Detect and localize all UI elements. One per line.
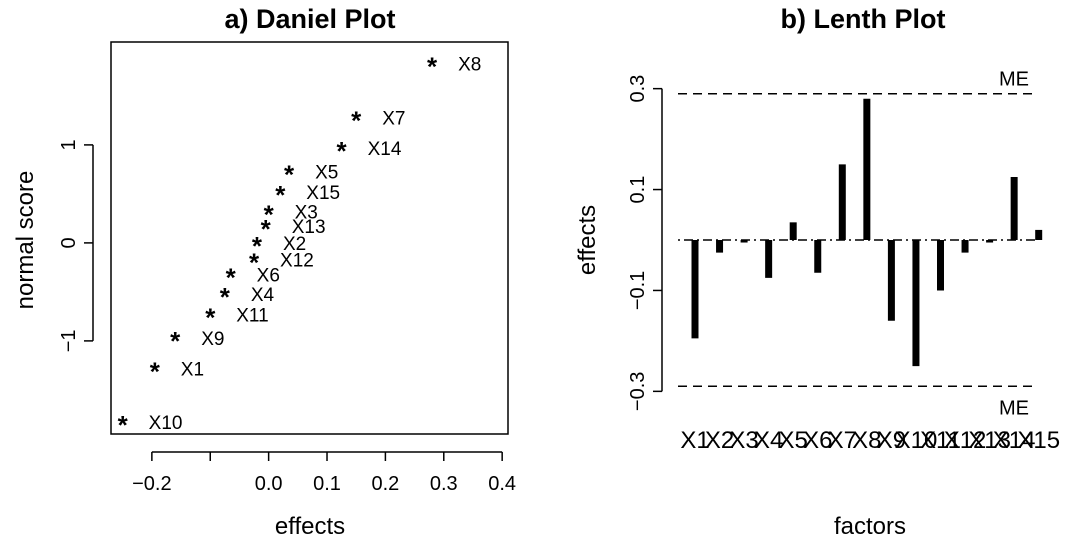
daniel-point-label: X9 — [201, 329, 224, 350]
lenth-y-tick-label: −0.1 — [627, 271, 649, 310]
daniel-point-marker: * — [170, 326, 181, 356]
daniel-y-tick-label: 0 — [58, 237, 80, 248]
lenth-factor-label: X13 — [968, 427, 1011, 454]
daniel-point-marker: * — [261, 214, 272, 244]
daniel-point-label: X6 — [257, 265, 280, 286]
daniel-point-marker: * — [427, 52, 438, 82]
lenth-factor-label: X11 — [920, 427, 961, 454]
daniel-plot-title: a) Daniel Plot — [224, 4, 395, 34]
daniel-point-marker: * — [226, 262, 237, 292]
daniel-point-marker: * — [205, 302, 216, 332]
daniel-point-label: X2 — [283, 234, 306, 255]
lenth-factor-label: X2 — [705, 427, 734, 454]
lenth-y-tick-label: −0.3 — [627, 372, 649, 411]
daniel-point-label: X11 — [236, 305, 268, 326]
daniel-point-marker: * — [220, 282, 231, 312]
daniel-y-axis-label: normal score — [12, 171, 39, 310]
daniel-x-tick-label: −0.2 — [132, 473, 171, 495]
lenth-factor-label: X15 — [1017, 427, 1060, 454]
lenth-factor-label: X3 — [729, 427, 758, 454]
daniel-y-axis: −1 0 1 — [58, 139, 94, 352]
lenth-plot-title: b) Lenth Plot — [781, 4, 946, 34]
lenth-y-tick-label: 0.1 — [627, 176, 649, 204]
daniel-plot-panel: a) Daniel Plot −0.2 0.0 0.1 0.2 0.3 0.4 −101 … — [12, 4, 516, 540]
lenth-factor-label: X4 — [754, 427, 783, 454]
daniel-point-label: X12 — [280, 251, 314, 272]
daniel-point-label: X15 — [306, 183, 340, 204]
lenth-factor-label: X14 — [993, 427, 1036, 454]
daniel-x-axis-label: effects — [275, 513, 345, 540]
lenth-bars — [691, 98, 1043, 367]
lenth-reference-lines: ME ME — [678, 69, 1038, 419]
daniel-point-label: X5 — [315, 162, 338, 183]
daniel-point-label: X4 — [251, 285, 275, 306]
daniel-point-marker: * — [118, 410, 129, 440]
me-label: ME — [999, 397, 1029, 419]
daniel-point-marker: * — [252, 231, 263, 261]
daniel-y-tick-label: 1 — [58, 139, 80, 150]
lenth-factor-label: X1 — [680, 427, 709, 454]
daniel-point-marker: * — [249, 248, 260, 278]
daniel-point-marker: * — [150, 356, 161, 386]
lenth-plot-panel: b) Lenth Plot ME ME −0.3 −0.1 0.1 0.3 X1X2X3… — [574, 4, 1060, 540]
daniel-point-label: X3 — [295, 203, 318, 224]
lenth-x-axis-label: factors — [834, 513, 906, 540]
lenth-factor-label: X10 — [895, 427, 938, 454]
lenth-factor-label: X9 — [877, 427, 906, 454]
daniel-point-marker: * — [337, 136, 348, 166]
daniel-point-marker: * — [275, 180, 286, 210]
lenth-factor-label: X5 — [779, 427, 808, 454]
daniel-point-label: X8 — [458, 55, 481, 76]
daniel-x-axis: −0.2 0.0 0.1 0.2 0.3 0.4 — [132, 451, 516, 495]
me-label: ME — [999, 69, 1029, 91]
daniel-x-tick-label: 0.4 — [488, 473, 516, 495]
daniel-point-marker: * — [284, 159, 295, 189]
lenth-factor-label: X12 — [944, 427, 987, 454]
daniel-point-label: X1 — [181, 359, 204, 380]
daniel-point-label: X14 — [368, 139, 402, 160]
daniel-point-label: X7 — [382, 108, 405, 129]
lenth-factor-label: X8 — [852, 427, 881, 454]
lenth-y-axis-label: effects — [574, 205, 601, 275]
daniel-x-tick-label: 0.3 — [430, 473, 458, 495]
daniel-point-label: X10 — [149, 413, 183, 434]
daniel-points: * X10* X1* X9* X11* X4* X6* X12* X2* X13* X3* X15* X… — [118, 52, 482, 441]
lenth-y-axis: −0.3 −0.1 0.1 0.3 — [627, 75, 663, 411]
lenth-factor-label: X6 — [803, 427, 832, 454]
daniel-x-tick-label: 0.0 — [255, 473, 283, 495]
daniel-x-tick-label: 0.2 — [371, 473, 399, 495]
daniel-y-tick-label: −1 — [58, 329, 80, 352]
daniel-point-marker: * — [264, 200, 275, 230]
daniel-point-label: X13 — [292, 217, 326, 238]
daniel-point-marker: * — [351, 105, 362, 135]
daniel-plot-frame — [110, 41, 509, 435]
lenth-y-tick-label: 0.3 — [627, 75, 649, 103]
daniel-x-tick-label: 0.1 — [313, 473, 341, 495]
lenth-factor-label: X7 — [828, 427, 857, 454]
